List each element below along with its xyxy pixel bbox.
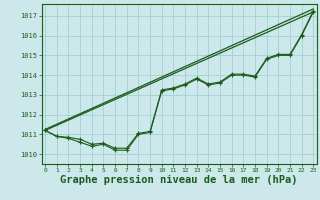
- X-axis label: Graphe pression niveau de la mer (hPa): Graphe pression niveau de la mer (hPa): [60, 175, 298, 185]
